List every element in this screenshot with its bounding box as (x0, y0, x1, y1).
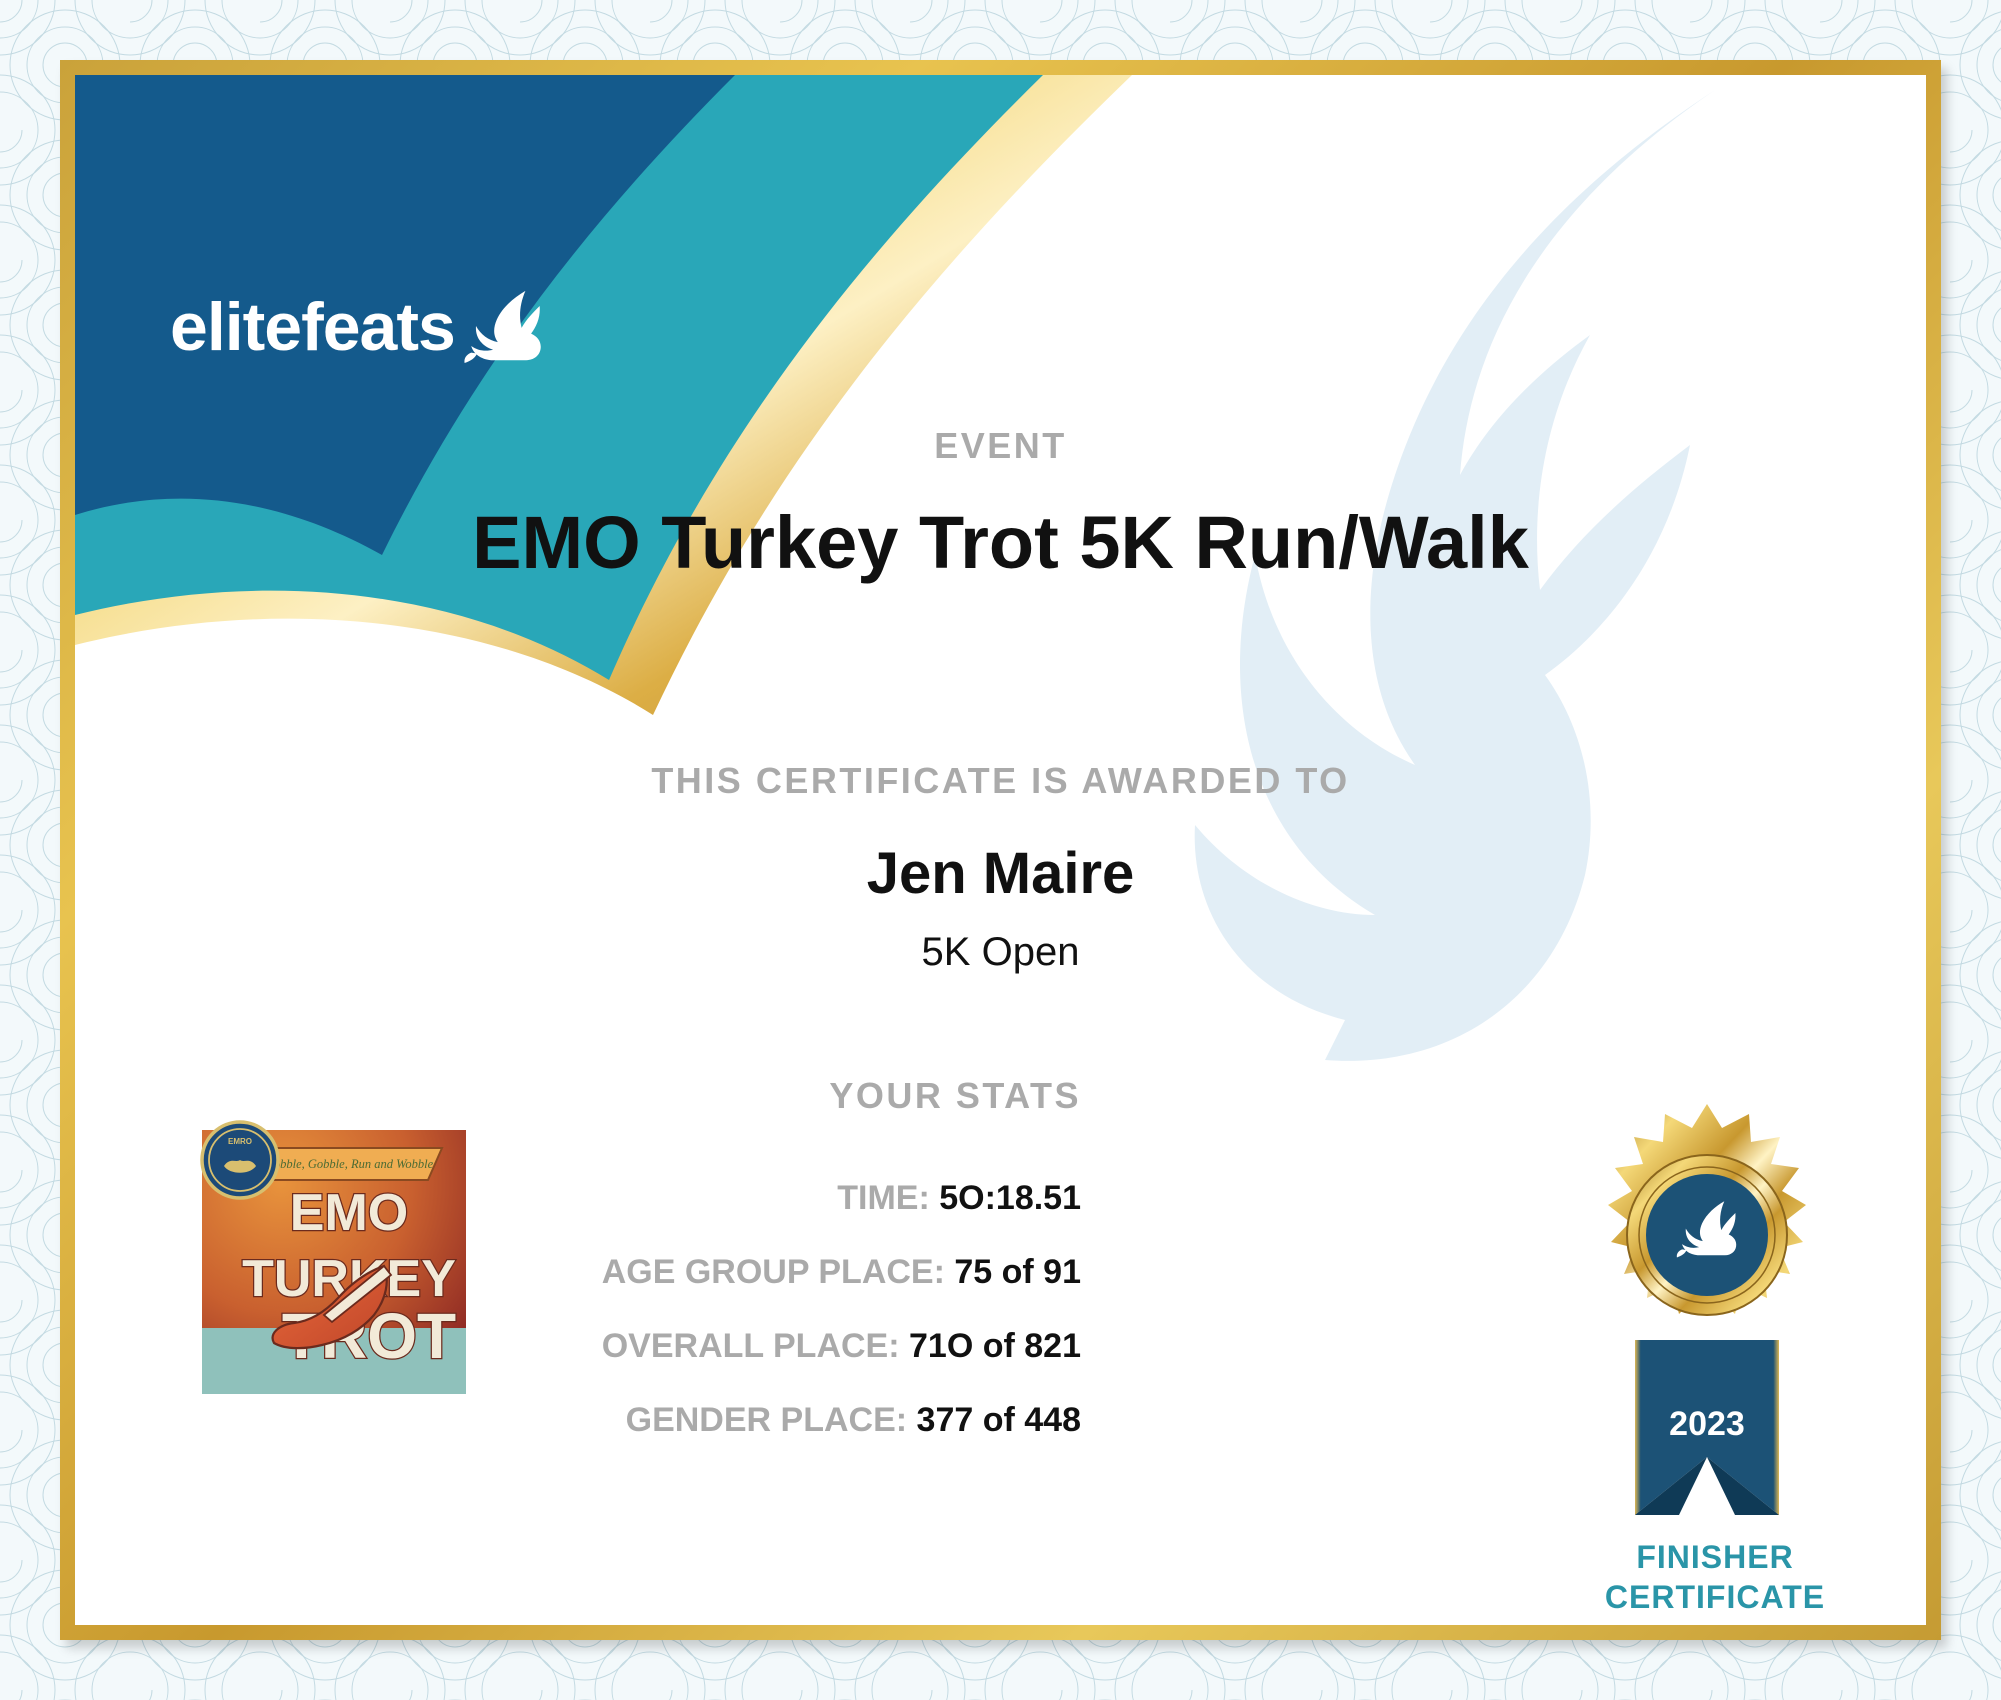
svg-text:EMO: EMO (290, 1184, 408, 1242)
svg-text:2023: 2023 (1669, 1405, 1745, 1443)
svg-text:EMRO: EMRO (228, 1137, 252, 1146)
svg-text:Gobble, Gobble, Run and Wobble: Gobble, Gobble, Run and Wobble (265, 1157, 434, 1171)
